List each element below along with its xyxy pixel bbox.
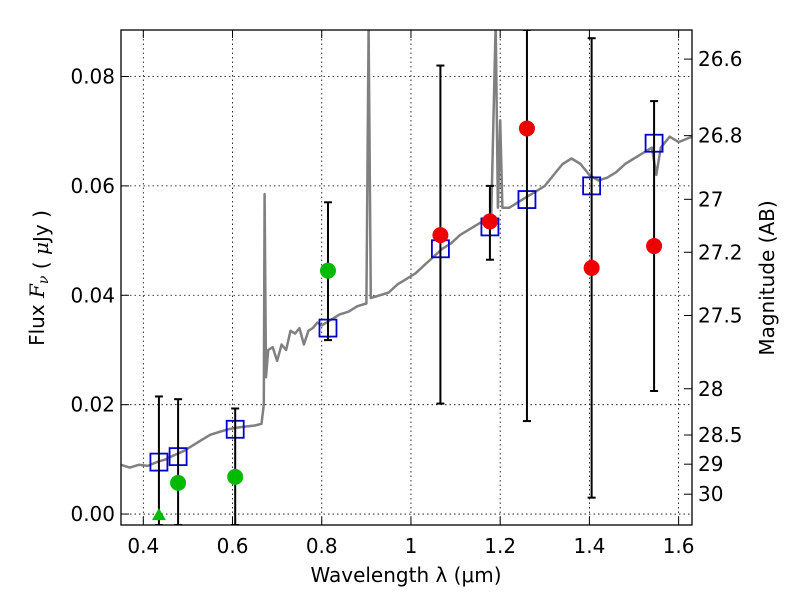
x-tick-label: 1 bbox=[405, 534, 418, 558]
plot-area bbox=[121, 30, 692, 525]
y-tick-label: 0.08 bbox=[70, 64, 115, 88]
mag-tick-label: 27.5 bbox=[698, 303, 743, 327]
svg-text:Flux Fν ( μJy ): Flux Fν ( μJy ) bbox=[25, 210, 53, 346]
x-axis-label: Wavelength λ (μm) bbox=[310, 563, 501, 587]
x-tick-label: 0.4 bbox=[127, 534, 159, 558]
mag-tick-label: 27 bbox=[698, 187, 723, 211]
right-axis-label: Magnitude (AB) bbox=[755, 200, 779, 355]
grid bbox=[121, 30, 692, 525]
ticks: 0.4 0.6 0.8 1 1.2 1.4 1.6 0.00 0.02 0.04 0.06 0.08 2… bbox=[70, 30, 743, 558]
mag-tick-label: 28 bbox=[698, 377, 723, 401]
photometry-point bbox=[583, 259, 600, 276]
y-tick-label: 0.02 bbox=[70, 393, 115, 417]
photometry-point bbox=[481, 213, 498, 230]
upper-limit-triangle bbox=[151, 508, 166, 521]
spectrum-line bbox=[121, 30, 692, 469]
x-tick-label: 1.6 bbox=[663, 534, 695, 558]
y-axis-label: Flux Fν ( μJy ) bbox=[25, 210, 53, 346]
photometry-point bbox=[227, 468, 244, 485]
mag-tick-label: 30 bbox=[698, 482, 723, 506]
photometry-point bbox=[319, 262, 336, 279]
x-tick-label: 1.2 bbox=[484, 534, 516, 558]
mag-tick-label: 28.5 bbox=[698, 423, 743, 447]
mag-tick-label: 26.8 bbox=[698, 124, 743, 148]
mag-tick-label: 26.6 bbox=[698, 47, 743, 71]
photometry-point bbox=[518, 120, 535, 137]
photometry-point bbox=[170, 474, 187, 491]
photometry-point bbox=[646, 238, 663, 255]
x-tick-label: 0.6 bbox=[217, 534, 249, 558]
photometry-point bbox=[432, 227, 449, 244]
y-tick-label: 0.00 bbox=[70, 502, 115, 526]
x-tick-label: 0.8 bbox=[306, 534, 338, 558]
mag-tick-label: 29 bbox=[698, 452, 723, 476]
mag-tick-label: 27.2 bbox=[698, 240, 743, 264]
y-tick-label: 0.06 bbox=[70, 174, 115, 198]
plot-frame bbox=[120, 29, 693, 526]
x-tick-label: 1.4 bbox=[573, 534, 605, 558]
y-tick-label: 0.04 bbox=[70, 283, 115, 307]
